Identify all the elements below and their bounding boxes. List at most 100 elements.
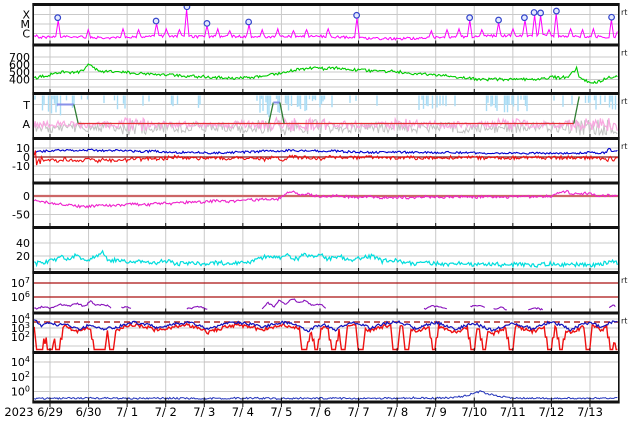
x-axis-year-label: 2023 xyxy=(4,405,33,419)
y-tick-label: A xyxy=(22,118,30,131)
x-axis-day-label: 7/ 5 xyxy=(270,405,292,419)
series-proton-flux xyxy=(121,305,132,309)
panel-day-ticks xyxy=(49,178,591,182)
x-axis-day-label: 7/ 9 xyxy=(425,405,447,419)
x-axis-day-label: 7/13 xyxy=(577,405,603,419)
panel-day-ticks xyxy=(49,308,591,312)
x-axis-day-label: 7/ 1 xyxy=(116,405,138,419)
x-axis-day-label: 7/ 6 xyxy=(309,405,331,419)
y-axis-labels: XMC xyxy=(21,9,31,41)
flare-circle-icon xyxy=(152,17,160,25)
y-tick-label: 40 xyxy=(16,237,30,250)
flare-circle-icon xyxy=(608,13,615,21)
x-axis-day-label: 7/ 3 xyxy=(193,405,215,419)
realtime-flag-label: rt xyxy=(621,49,627,58)
panel-day-ticks xyxy=(49,40,591,44)
series-electron-high xyxy=(34,319,618,333)
panel-gridlines xyxy=(34,184,618,226)
y-tick-label: 104 xyxy=(11,312,30,326)
x-axis-day-label: 7/ 7 xyxy=(347,405,369,419)
panel-gridlines xyxy=(34,140,618,182)
panel-dst-index: 0-50 xyxy=(12,184,618,226)
x-axis-day-label: 6/30 xyxy=(76,405,102,419)
x-axis: 2023 6/29 6/30 7/ 1 7/ 2 7/ 3 7/ 4 7/ 5 7/ 6 7/ 7… xyxy=(4,403,603,419)
panel-gridlines xyxy=(34,354,618,401)
series-proton-flux xyxy=(528,307,544,311)
panel-day-ticks xyxy=(49,223,591,226)
flare-circle-icon xyxy=(495,16,502,24)
panel-gridlines xyxy=(34,274,618,312)
panel-day-ticks xyxy=(49,397,591,401)
y-tick-label: 0 xyxy=(23,190,30,203)
panel-day-ticks xyxy=(49,134,591,137)
flare-circle-icon xyxy=(353,11,361,19)
panel-gridlines xyxy=(34,46,618,92)
y-tick-label: 20 xyxy=(16,250,30,263)
flare-circle-icon xyxy=(245,18,253,26)
flare-circle-icon xyxy=(521,14,528,22)
y-tick-label: 700 xyxy=(9,51,30,64)
x-axis-day-label: 7/ 8 xyxy=(386,405,408,419)
y-tick-label: 104 xyxy=(11,355,30,369)
y-tick-label: 400 xyxy=(9,74,30,87)
series-condition-forecast-line xyxy=(573,96,580,124)
x-axis-day-label: 7/12 xyxy=(538,405,564,419)
realtime-flag-label: rt xyxy=(621,142,627,151)
panel-day-ticks xyxy=(49,348,591,351)
series-low-energy-flux xyxy=(34,390,618,401)
y-tick-label: -10 xyxy=(12,160,30,173)
y-tick-label: 107 xyxy=(11,276,30,290)
y-tick-label: M xyxy=(21,18,31,31)
realtime-flag-label: rt xyxy=(621,276,627,285)
series-proton-flux xyxy=(186,305,208,310)
realtime-flag-label: rt xyxy=(621,97,627,106)
x-axis-day-label: 7/11 xyxy=(500,405,526,419)
series-imf-bt xyxy=(34,147,618,155)
panel-day-ticks xyxy=(49,89,591,92)
series-wind-speed xyxy=(34,63,618,84)
series-xray-flux xyxy=(34,9,618,41)
x-axis-day-label: 7/ 4 xyxy=(232,405,254,419)
realtime-flag-label: rt xyxy=(621,317,627,326)
y-tick-label: 600 xyxy=(9,59,30,72)
y-tick-label: 103 xyxy=(11,321,30,335)
flare-circle-icon xyxy=(537,9,545,17)
series-proton-flux xyxy=(608,304,616,309)
x-axis-day-label: 7/10 xyxy=(461,405,487,419)
realtime-flag-label: rt xyxy=(621,8,627,17)
y-axis-labels: 0-50 xyxy=(12,190,30,222)
flare-circle-icon xyxy=(530,9,538,16)
series-k-index xyxy=(34,249,618,269)
series-condition-forecast-line xyxy=(279,102,285,124)
series-condition-cyan-noise xyxy=(34,95,617,118)
y-tick-label: T xyxy=(22,99,30,112)
series-dst xyxy=(34,189,618,209)
panel-goes-xray-flux: XMC rt xyxy=(21,3,627,44)
y-tick-label: 102 xyxy=(11,330,30,344)
y-axis-labels: 100-10 xyxy=(12,142,30,173)
y-tick-label: 100 xyxy=(11,385,30,399)
y-axis-labels: TA xyxy=(22,99,30,131)
x-axis-day-label: 7/ 2 xyxy=(155,405,177,419)
series-proton-flux xyxy=(423,304,447,310)
panel-day-ticks xyxy=(49,268,591,271)
x-axis-day-label: 6/29 xyxy=(37,405,63,419)
series-condition-pink-noise xyxy=(34,116,618,132)
series-condition-forecast-line xyxy=(73,104,79,124)
series-condition-forecast-line xyxy=(268,102,274,124)
panel-gridlines xyxy=(34,6,618,44)
series-proton-flux xyxy=(34,300,112,310)
flare-event-markers xyxy=(54,3,615,27)
series-proton-flux xyxy=(470,304,486,308)
flare-circle-icon xyxy=(54,14,62,22)
flare-circle-icon xyxy=(553,7,560,15)
